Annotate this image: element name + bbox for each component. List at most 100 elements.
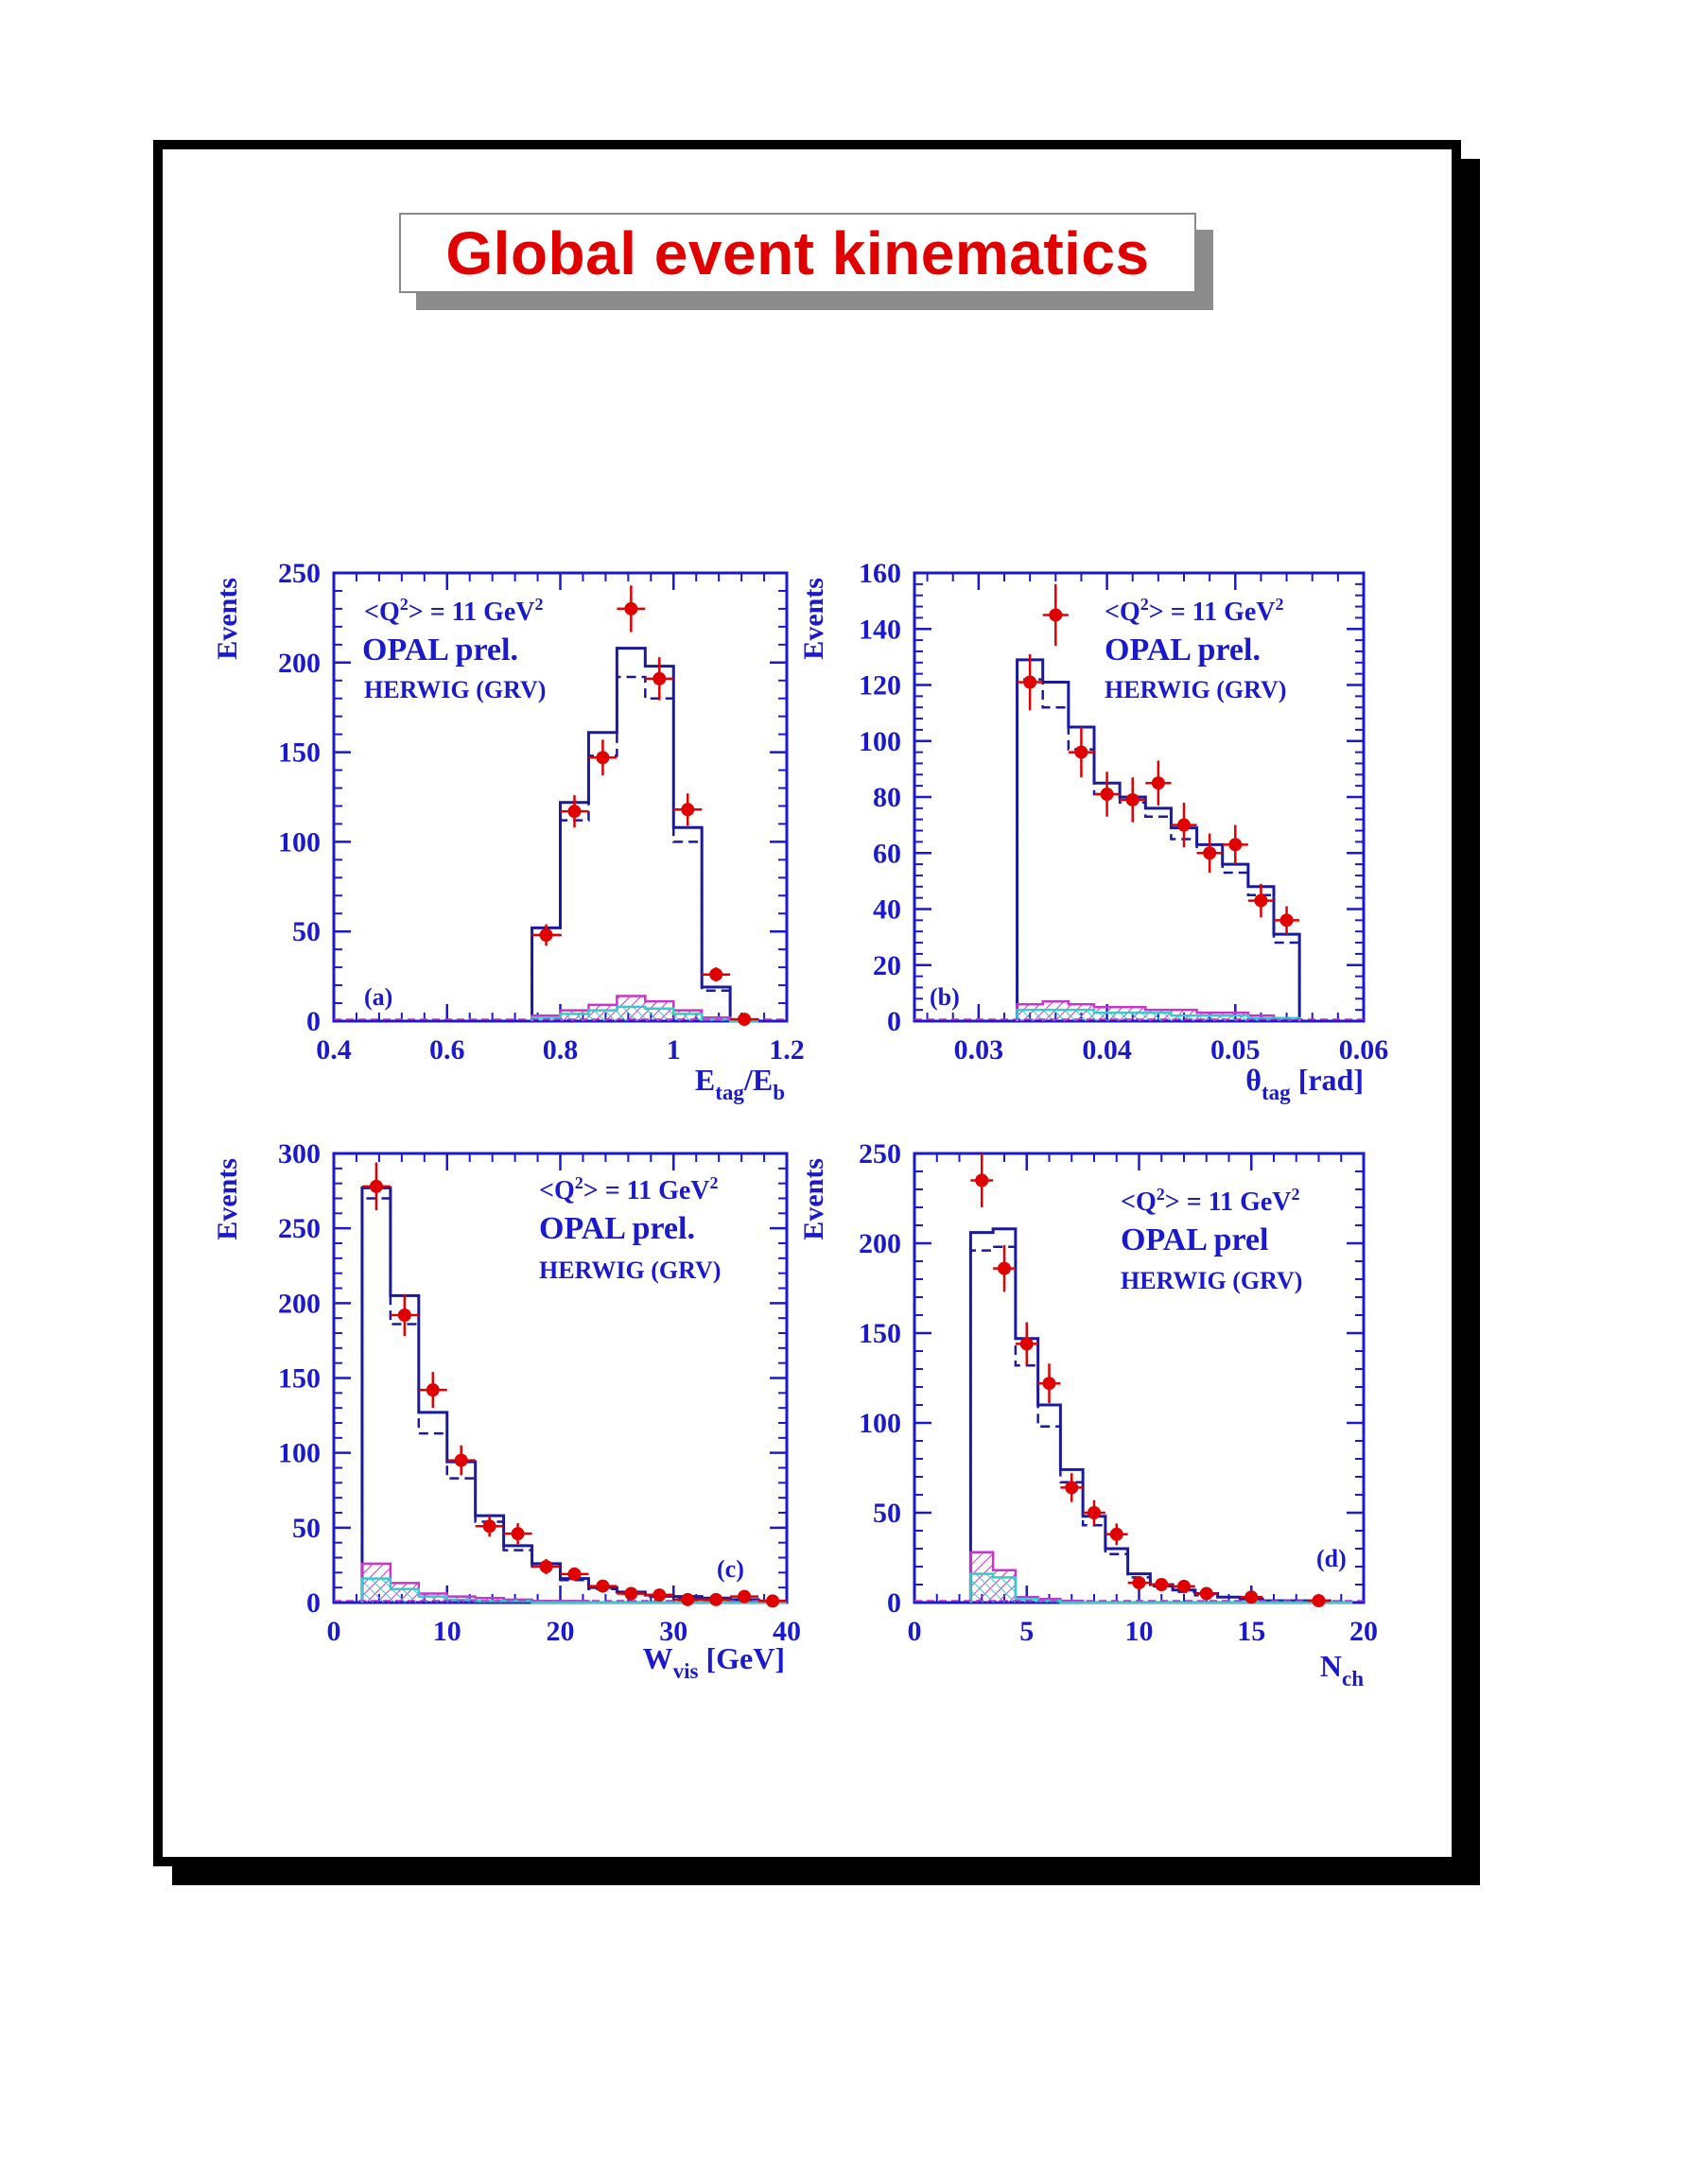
data-point: [426, 1383, 440, 1397]
y-tick-label: 200: [278, 648, 321, 679]
x-tick-label: 0.06: [1339, 1034, 1389, 1066]
data-point: [681, 1592, 695, 1606]
x-tick-label: 1: [667, 1034, 681, 1066]
y-tick-label: 100: [278, 1438, 321, 1469]
y-tick-label: 300: [278, 1138, 321, 1170]
data-point: [1132, 1576, 1146, 1590]
y-tick-label: 100: [859, 726, 901, 757]
x-tick-label: 0.05: [1210, 1034, 1261, 1066]
data-point: [1244, 1590, 1259, 1604]
y-tick-label: 40: [873, 894, 901, 926]
q2-annotation: <Q2> = 11 GeV2: [539, 1173, 719, 1205]
data-point: [1088, 1506, 1101, 1519]
y-tick-label: 200: [859, 1228, 901, 1259]
x-tick-label: 0.8: [543, 1034, 579, 1066]
y-tick-label: 160: [859, 558, 901, 589]
data-point: [1023, 675, 1037, 689]
data-point: [1125, 792, 1140, 806]
y-tick-label: 60: [873, 838, 901, 869]
x-tick-label: 5: [1019, 1616, 1034, 1647]
data-point: [653, 671, 667, 685]
data-point: [539, 1560, 553, 1573]
x-tick-label: 15: [1237, 1616, 1265, 1647]
generator-label: HERWIG (GRV): [1105, 676, 1286, 703]
data-point: [766, 1594, 780, 1608]
data-point: [1155, 1578, 1169, 1591]
y-tick-label: 120: [859, 670, 901, 702]
x-tick-label: 10: [1125, 1616, 1154, 1647]
x-axis-label: θtag [rad]: [1245, 1063, 1364, 1104]
y-tick-label: 0: [306, 1006, 321, 1037]
data-point: [539, 927, 553, 942]
data-point: [1049, 608, 1063, 622]
title-box: Global event kinematics: [399, 213, 1196, 293]
y-tick-label: 140: [859, 614, 901, 645]
x-tick-label: 0.03: [954, 1034, 1004, 1066]
x-tick-label: 20: [547, 1616, 575, 1647]
y-tick-label: 150: [278, 1363, 321, 1395]
data-point: [1065, 1481, 1079, 1495]
x-tick-label: 20: [1349, 1616, 1378, 1647]
histogram-dashed: [1016, 678, 1301, 1021]
y-axis-label: Events: [212, 578, 243, 660]
y-tick-label: 250: [278, 1213, 321, 1244]
data-point: [511, 1527, 525, 1541]
histogram-dashed: [360, 1197, 789, 1603]
data-point: [567, 805, 582, 819]
y-tick-label: 20: [873, 950, 901, 981]
data-point: [653, 1588, 667, 1603]
data-point: [1177, 818, 1191, 832]
generator-label: HERWIG (GRV): [539, 1257, 721, 1284]
data-point: [1254, 893, 1268, 908]
histogram-dashed: [531, 675, 759, 1023]
y-tick-label: 50: [292, 1513, 321, 1544]
data-point: [738, 1013, 752, 1027]
panel-tag: (a): [364, 983, 392, 1011]
y-axis-label: Events: [798, 578, 829, 660]
y-tick-label: 80: [873, 782, 901, 813]
y-tick-label: 50: [292, 916, 321, 947]
q2-annotation: <Q2> = 11 GeV2: [1105, 595, 1284, 627]
y-tick-label: 100: [278, 826, 321, 858]
data-point: [1019, 1337, 1034, 1351]
data-point: [596, 751, 610, 765]
data-point: [1074, 745, 1088, 759]
data-point: [681, 803, 695, 817]
y-axis-label: Events: [212, 1158, 243, 1240]
chart-panel-4: 0 50 100 150 200 250 0 5 10 15 20 Events Nch <Q2> = 1…: [798, 1138, 1378, 1690]
plot-frame: [913, 1152, 1366, 1604]
histogram-cyan: [531, 1005, 759, 1023]
x-tick-label: 1.2: [769, 1034, 805, 1066]
data-point: [998, 1261, 1011, 1275]
x-tick-label: 40: [773, 1616, 801, 1647]
data-point: [624, 1586, 638, 1601]
histogram-cyan: [969, 1572, 1353, 1604]
y-tick-label: 0: [887, 1006, 901, 1037]
chart-panel-2: 0 20 40 60 80 100 120 140 160 0.03 0.04 0.05 0.06 Eve…: [798, 558, 1388, 1104]
y-tick-label: 150: [859, 1318, 901, 1349]
data-point: [709, 1592, 723, 1606]
panel-tag: (d): [1316, 1545, 1347, 1572]
y-tick-label: 250: [278, 558, 321, 589]
x-tick-label: 0.4: [316, 1034, 352, 1066]
x-tick-label: 0.6: [429, 1034, 465, 1066]
data-point: [596, 1579, 610, 1593]
data-point: [738, 1589, 752, 1603]
generator-label: HERWIG (GRV): [1121, 1267, 1302, 1294]
data-point: [709, 967, 723, 981]
data-point: [1228, 838, 1243, 852]
data-point: [567, 1567, 582, 1581]
histogram-solid: [1016, 658, 1301, 1021]
q2-annotation: <Q2> = 11 GeV2: [364, 595, 544, 627]
histogram-cyan: [1016, 1008, 1301, 1021]
opal-label: OPAL prel.: [539, 1211, 695, 1246]
histogram-solid: [360, 1186, 789, 1603]
page-title: Global event kinematics: [445, 218, 1150, 287]
data-point: [369, 1179, 383, 1193]
data-point: [1177, 1579, 1191, 1593]
x-axis-label: Wvis [GeV]: [643, 1641, 785, 1683]
x-axis-label: Nch: [1320, 1649, 1364, 1690]
y-tick-label: 100: [859, 1408, 901, 1439]
y-tick-label: 250: [859, 1138, 901, 1170]
